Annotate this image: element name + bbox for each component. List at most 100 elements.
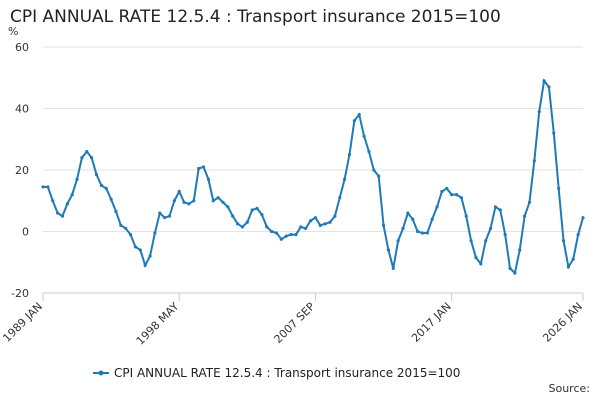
data-point (523, 214, 527, 218)
data-point (148, 254, 152, 258)
y-tick-label: 60 (15, 41, 29, 54)
data-point (343, 177, 347, 181)
data-point (65, 202, 69, 206)
data-point (153, 231, 157, 235)
data-point (532, 159, 536, 163)
data-point (401, 226, 405, 231)
data-point (187, 202, 191, 206)
data-point (415, 229, 420, 234)
y-tick-label: 40 (15, 103, 29, 116)
data-point (70, 193, 74, 197)
data-point (493, 205, 498, 209)
data-point (182, 200, 186, 204)
data-point (542, 79, 546, 83)
data-point (411, 217, 415, 221)
data-point (299, 225, 303, 229)
data-point (279, 237, 283, 241)
data-point (313, 216, 318, 220)
source: Source: (549, 382, 591, 395)
data-point (216, 196, 220, 200)
data-point (547, 85, 551, 89)
series-line (43, 78, 584, 275)
data-point (333, 214, 337, 218)
data-point (435, 205, 439, 209)
data-point (235, 222, 240, 226)
data-point (270, 229, 274, 234)
data-point (498, 208, 502, 212)
data-point (289, 232, 293, 237)
data-point (85, 149, 89, 154)
legend-marker (98, 370, 104, 376)
data-point (206, 177, 211, 181)
data-point (459, 196, 463, 200)
data-point (221, 200, 225, 204)
data-point (406, 211, 410, 215)
data-point (138, 248, 142, 252)
data-point (566, 265, 571, 269)
x-tick-label: 1989 JAN (0, 300, 45, 345)
data-point (347, 153, 352, 157)
data-point (537, 109, 541, 114)
data-point (163, 216, 167, 220)
data-point (294, 232, 298, 237)
data-point (308, 219, 313, 223)
data-point (143, 263, 147, 267)
data-point (338, 196, 342, 200)
data-point (396, 239, 400, 243)
legend-label: CPI ANNUAL RATE 12.5.4 : Transport insur… (114, 366, 460, 380)
y-unit: % (8, 25, 18, 38)
y-tick-label: -20 (11, 287, 29, 300)
data-point (240, 225, 245, 229)
data-point (192, 199, 196, 203)
y-tick-label: 0 (22, 226, 29, 239)
data-point (211, 199, 215, 203)
data-point (425, 231, 429, 235)
data-point (552, 131, 556, 135)
data-point (260, 212, 264, 217)
chart-title: CPI ANNUAL RATE 12.5.4 : Transport insur… (10, 7, 501, 27)
data-point (41, 185, 45, 189)
data-point (581, 216, 585, 220)
data-point (158, 211, 162, 215)
data-point (167, 214, 172, 218)
data-point (323, 222, 327, 226)
data-point (464, 214, 468, 218)
data-point (250, 208, 254, 212)
data-point (352, 119, 356, 123)
data-point (357, 113, 361, 117)
data-point (51, 199, 55, 203)
data-point (518, 248, 522, 252)
data-point (440, 189, 444, 194)
data-point (391, 266, 395, 270)
data-point (55, 211, 60, 215)
data-point (488, 226, 493, 231)
data-point (377, 174, 381, 178)
data-point (372, 168, 376, 172)
data-point (265, 225, 269, 229)
data-point (571, 257, 575, 261)
data-point (386, 248, 391, 252)
data-point (104, 186, 108, 191)
data-point (576, 232, 580, 237)
data-point (508, 266, 512, 270)
data-point (90, 156, 94, 160)
data-point (527, 200, 532, 204)
data-point (177, 189, 181, 194)
data-point (561, 239, 566, 243)
data-point (226, 205, 230, 209)
data-point (75, 177, 79, 181)
data-point (231, 214, 235, 218)
data-point (474, 256, 478, 260)
data-point (367, 149, 371, 154)
data-point (381, 223, 386, 227)
data-point (245, 220, 249, 224)
data-point (304, 226, 308, 231)
data-point (124, 226, 128, 231)
data-point (479, 262, 483, 266)
x-tick-label: 2026 JAN (540, 300, 585, 345)
data-point (484, 239, 488, 243)
data-point (454, 193, 459, 197)
data-point (318, 223, 322, 227)
data-point (197, 166, 201, 171)
